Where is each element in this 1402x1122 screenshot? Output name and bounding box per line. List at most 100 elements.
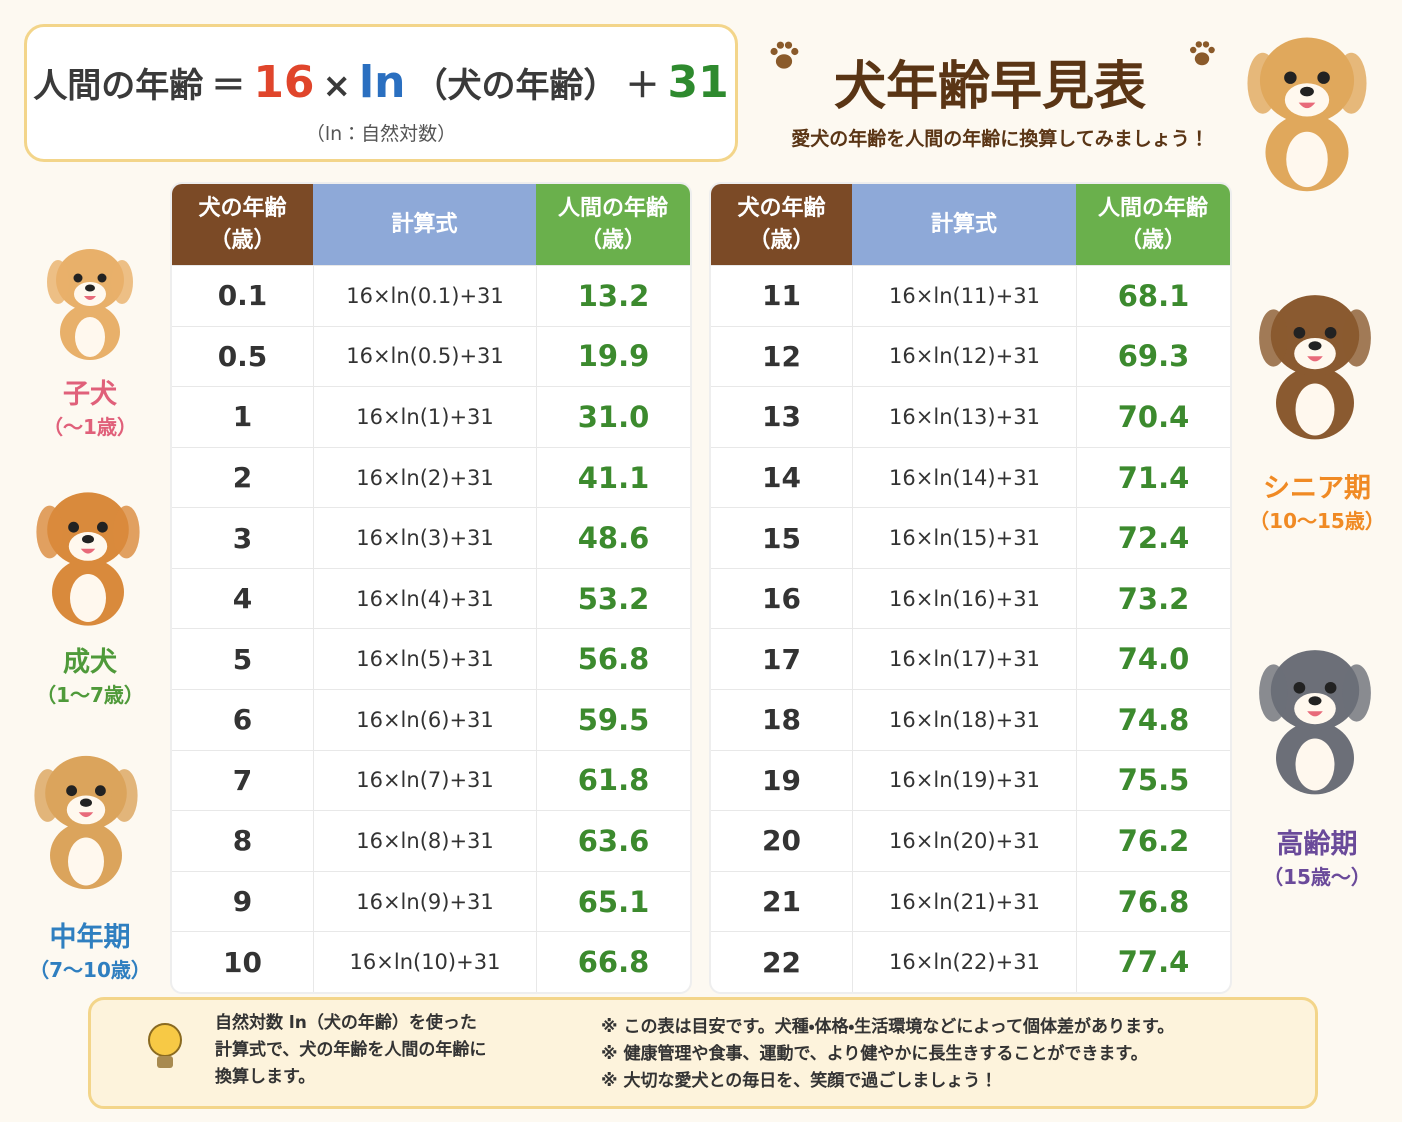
- age-table: 犬の年齢 （歳） 計算式 人間の年齢 （歳） 0.1 16×ln(0.1)+31 13.2 0.…: [172, 184, 690, 992]
- table-row: 0.5 16×ln(0.5)+31 19.9: [172, 325, 690, 387]
- table-cell: 2: [232, 461, 253, 495]
- stage-label: 中年期 （7～10歳）: [5, 915, 175, 983]
- table-row: 13 16×ln(13)+31 70.4: [711, 386, 1230, 447]
- table-cell: 16×ln(2)+31: [313, 447, 536, 508]
- header-text: 計算式: [391, 211, 458, 237]
- table-cell: 9: [232, 885, 253, 919]
- stage-label: シニア期 （10～15歳）: [1232, 466, 1402, 534]
- table-cell: 16×ln(8)+31: [313, 811, 536, 871]
- table-cell: 10: [223, 945, 262, 979]
- table-cell: 74.8: [1076, 690, 1230, 750]
- table-cell: 16×ln(20)+31: [852, 811, 1076, 871]
- table-row: 21 16×ln(21)+31 76.8: [711, 870, 1230, 932]
- table-cell: 16×ln(3)+31: [313, 508, 536, 568]
- table-cell: 66.8: [536, 932, 690, 992]
- table-row: 8 16×ln(8)+31 63.6: [172, 810, 690, 871]
- formula-part: ln: [359, 57, 406, 108]
- dog-illustration: [28, 470, 148, 630]
- table-cell: 13.2: [536, 266, 690, 326]
- dog-illustration: [1232, 14, 1382, 194]
- stage-label: 子犬 （～1歳）: [5, 372, 175, 440]
- table-cell: 16×ln(19)+31: [852, 750, 1076, 811]
- footer-notes: ※ この表は目安です。犬種・体格・生活環境などによって個体差があります。 ※ 健康…: [601, 1014, 1174, 1095]
- title: 犬年齢早見表: [833, 57, 1146, 117]
- table-cell: 8: [232, 824, 253, 858]
- table-row: 0.1 16×ln(0.1)+31 13.2: [172, 265, 690, 326]
- table-row: 2 16×ln(2)+31 41.1: [172, 446, 690, 508]
- table-cell: 18: [762, 703, 801, 737]
- table-cell: 6: [232, 703, 253, 737]
- table-cell: 13: [762, 400, 801, 434]
- table-cell: 16×ln(1)+31: [313, 387, 536, 447]
- table-cell: 76.8: [1076, 871, 1230, 932]
- table-row: 9 16×ln(9)+31 65.1: [172, 870, 690, 932]
- header-text: （歳）: [1119, 227, 1186, 253]
- formula-note: （ln：自然対数）: [305, 123, 457, 145]
- table-row: 7 16×ln(7)+31 61.8: [172, 749, 690, 811]
- table-cell: 16×ln(9)+31: [313, 871, 536, 932]
- table-cell: 48.6: [536, 508, 690, 568]
- header-text: 計算式: [930, 211, 997, 237]
- formula-part: ＋: [625, 66, 660, 106]
- header-text: （歳）: [209, 227, 276, 253]
- table-cell: 16×ln(7)+31: [313, 750, 536, 811]
- header-cell: 計算式: [313, 184, 536, 265]
- stage-range: （7～10歳）: [29, 958, 151, 982]
- table-row: 20 16×ln(20)+31 76.2: [711, 810, 1230, 871]
- stage-name: 子犬: [63, 379, 117, 410]
- table-cell: 73.2: [1076, 568, 1230, 629]
- formula-part: ＝: [211, 66, 246, 106]
- table-cell: 20: [762, 824, 801, 858]
- table-cell: 4: [232, 582, 253, 616]
- table-row: 6 16×ln(6)+31 59.5: [172, 689, 690, 750]
- stage-label: 成犬 （1～7歳）: [5, 640, 175, 708]
- header-text: 犬の年齢: [198, 195, 287, 221]
- table-cell: 11: [762, 279, 801, 313]
- tip-line: 自然対数 ln（犬の年齢）を使った: [215, 1013, 477, 1033]
- footer-tip: 自然対数 ln（犬の年齢）を使った 計算式で、犬の年齢を人間の年齢に 換算します。: [215, 1010, 486, 1091]
- table-row: 11 16×ln(11)+31 68.1: [711, 265, 1230, 326]
- table-cell: 72.4: [1076, 508, 1230, 568]
- table-cell: 1: [232, 400, 253, 434]
- table-cell: 22: [762, 945, 801, 979]
- table-cell: 76.2: [1076, 811, 1230, 871]
- tip-line: 計算式で、犬の年齢を人間の年齢に: [215, 1040, 487, 1060]
- footer: 自然対数 ln（犬の年齢）を使った 計算式で、犬の年齢を人間の年齢に 換算します。 …: [88, 997, 1318, 1109]
- table-row: 17 16×ln(17)+31 74.0: [711, 628, 1230, 690]
- stage-name: 高齢期: [1276, 829, 1358, 860]
- stage-name: シニア期: [1263, 473, 1371, 504]
- stage-name: 成犬: [63, 647, 117, 678]
- age-table: 犬の年齢 （歳） 計算式 人間の年齢 （歳） 11 16×ln(11)+31 68.1 12 16…: [711, 184, 1230, 992]
- header-text: 犬の年齢: [737, 195, 826, 221]
- table-row: 12 16×ln(12)+31 69.3: [711, 325, 1230, 387]
- table-cell: 19: [762, 763, 801, 797]
- table-cell: 16×ln(5)+31: [313, 629, 536, 690]
- header-text: 人間の年齢: [557, 195, 668, 221]
- table-row: 18 16×ln(18)+31 74.8: [711, 689, 1230, 750]
- table-cell: 16×ln(10)+31: [313, 932, 536, 992]
- table-row: 14 16×ln(14)+31 71.4: [711, 446, 1230, 508]
- header-cell: 犬の年齢 （歳）: [172, 184, 313, 265]
- table-cell: 16×ln(14)+31: [852, 447, 1076, 508]
- note-line: ※ この表は目安です。犬種・体格・生活環境などによって個体差があります。: [601, 1017, 1175, 1037]
- table-cell: 0.1: [217, 279, 268, 313]
- table-cell: 16×ln(4)+31: [313, 568, 536, 629]
- table-row: 4 16×ln(4)+31 53.2: [172, 567, 690, 629]
- table-cell: 65.1: [536, 871, 690, 932]
- header-cell: 犬の年齢 （歳）: [711, 184, 852, 265]
- table-cell: 16×ln(21)+31: [852, 871, 1076, 932]
- dog-illustration: [40, 232, 140, 362]
- table-cell: 70.4: [1076, 387, 1230, 447]
- table-cell: 12: [762, 339, 801, 373]
- header-row: 犬の年齢 （歳） 計算式 人間の年齢 （歳）: [172, 184, 690, 265]
- table-row: 5 16×ln(5)+31 56.8: [172, 628, 690, 690]
- table-cell: 16×ln(6)+31: [313, 690, 536, 750]
- table-cell: 16×ln(0.5)+31: [313, 326, 536, 387]
- stage-range: （～1歳）: [43, 415, 137, 439]
- table-cell: 17: [762, 642, 801, 676]
- table-cell: 16×ln(13)+31: [852, 387, 1076, 447]
- stage-label: 高齢期 （15歳～）: [1232, 822, 1402, 890]
- header-text: 人間の年齢: [1097, 195, 1208, 221]
- table-cell: 16×ln(17)+31: [852, 629, 1076, 690]
